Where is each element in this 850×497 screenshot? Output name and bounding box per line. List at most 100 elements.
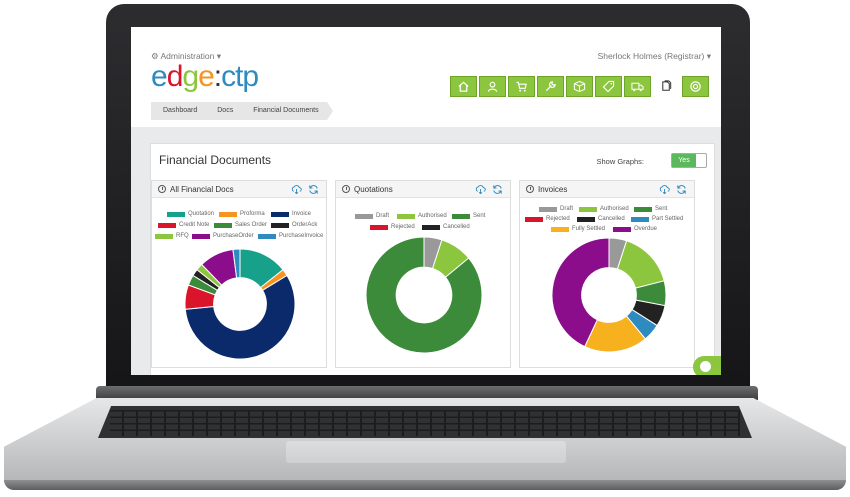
box-icon[interactable] xyxy=(566,76,593,97)
refresh-icon[interactable] xyxy=(676,184,687,195)
legend-item-draft[interactable]: Draft xyxy=(539,206,573,212)
legend-label: Cancelled xyxy=(443,224,470,230)
user-icon[interactable] xyxy=(479,76,506,97)
legend-label: Quotation xyxy=(188,211,215,217)
legend-swatch xyxy=(219,211,237,217)
legend-label: Draft xyxy=(560,206,574,212)
legend-item-rejected[interactable]: Rejected xyxy=(525,216,570,222)
legend-item-authorised[interactable]: Authorised xyxy=(579,206,629,212)
cloud-download-icon[interactable] xyxy=(291,184,302,195)
legend-swatch xyxy=(355,213,373,219)
clock-icon xyxy=(158,185,166,193)
logo-ctp: ctp xyxy=(221,60,259,93)
legend-item-purchaseinvoice[interactable]: PurchaseInvoice xyxy=(258,233,323,239)
legend-item-authorised[interactable]: Authorised xyxy=(397,213,447,219)
legend-swatch xyxy=(452,213,470,219)
clock-icon xyxy=(342,185,350,193)
legend-swatch xyxy=(158,222,176,228)
card-invoices: Invoices Draft Authorised Sent Rejected … xyxy=(519,180,695,368)
legend-label: Authorised xyxy=(600,206,629,212)
truck-icon[interactable] xyxy=(624,76,651,97)
legend-label: Overdue xyxy=(634,226,658,232)
refresh-icon[interactable] xyxy=(308,184,319,195)
keyboard-keys xyxy=(110,410,740,436)
legend-swatch xyxy=(634,206,652,212)
cart-icon[interactable] xyxy=(508,76,535,97)
legend-label: Sent xyxy=(655,206,668,212)
donut-chart-invoices xyxy=(551,237,667,353)
legend-item-invoice[interactable]: Invoice xyxy=(271,211,311,217)
wrench-icon[interactable] xyxy=(537,76,564,97)
legend-label: RFQ xyxy=(176,233,189,239)
donut-slice-overdue[interactable] xyxy=(551,237,610,348)
legend-swatch xyxy=(271,222,289,228)
legend-label: Fully Settled xyxy=(572,226,606,232)
logo-edge: edge xyxy=(151,60,215,93)
legend-item-draft[interactable]: Draft xyxy=(355,213,389,219)
legend-label: Authorised xyxy=(418,213,447,219)
legend-item-sales-order[interactable]: Sales Order xyxy=(214,222,267,228)
user-menu[interactable]: Sherlock Holmes (Registrar) ▾ xyxy=(597,51,711,61)
legend-item-part-settled[interactable]: Part Settled xyxy=(631,216,683,222)
breadcrumb-docs[interactable]: Docs xyxy=(205,102,248,120)
home-icon[interactable] xyxy=(450,76,477,97)
legend-label: Proforma xyxy=(240,211,265,217)
help-icon xyxy=(700,361,711,372)
legend-swatch xyxy=(271,211,289,217)
legend-label: Rejected xyxy=(546,216,570,222)
lifebuoy-icon[interactable] xyxy=(682,76,709,97)
user-label: Sherlock Holmes (Registrar) xyxy=(597,51,705,61)
legend-item-rfq[interactable]: RFQ xyxy=(155,233,189,239)
donut-slice-invoice[interactable] xyxy=(184,274,296,360)
legend-item-purchaseorder[interactable]: PurchaseOrder xyxy=(192,233,254,239)
legend-label: Part Settled xyxy=(652,216,684,222)
legend-item-fully-settled[interactable]: Fully Settled xyxy=(551,226,605,232)
documents-icon[interactable] xyxy=(653,76,680,97)
legend-item-quotation[interactable]: Quotation xyxy=(167,211,214,217)
legend-swatch xyxy=(579,206,597,212)
card-title: All Financial Docs xyxy=(170,185,234,194)
legend-swatch xyxy=(397,213,415,219)
refresh-icon[interactable] xyxy=(492,184,503,195)
card-header: Quotations xyxy=(336,181,510,198)
help-button[interactable] xyxy=(693,356,721,375)
legend-label: Cancelled xyxy=(598,216,625,222)
financial-documents-panel: Financial Documents Show Graphs: Yes All… xyxy=(150,143,715,375)
logo-separator: : xyxy=(213,60,222,93)
cloud-download-icon[interactable] xyxy=(475,184,486,195)
donut-slice-sent[interactable] xyxy=(365,236,483,354)
legend-item-overdue[interactable]: Overdue xyxy=(613,226,657,232)
breadcrumb-dashboard[interactable]: Dashboard xyxy=(151,102,212,120)
legend-item-proforma[interactable]: Proforma xyxy=(219,211,265,217)
legend-label: Credit Note xyxy=(179,222,210,228)
legend-swatch xyxy=(631,216,649,222)
legend-swatch xyxy=(525,216,543,222)
page-title: Financial Documents xyxy=(159,153,272,167)
administration-menu[interactable]: ⚙ Administration ▾ xyxy=(151,51,222,61)
app-logo[interactable]: edge:ctp xyxy=(151,60,259,94)
legend-swatch xyxy=(192,233,210,239)
legend-label: Sent xyxy=(473,213,486,219)
legend-item-sent[interactable]: Sent xyxy=(634,206,667,212)
cloud-download-icon[interactable] xyxy=(659,184,670,195)
legend-item-orderack[interactable]: OrderAck xyxy=(271,222,317,228)
legend-item-sent[interactable]: Sent xyxy=(452,213,485,219)
nav-toolbar xyxy=(450,76,709,97)
laptop-trackpad xyxy=(286,441,566,463)
show-graphs-toggle[interactable]: Yes xyxy=(671,153,707,168)
clock-icon xyxy=(526,185,534,193)
donut-slice-purchaseinvoice[interactable] xyxy=(232,248,241,279)
screen: ⚙ Administration ▾ Sherlock Holmes (Regi… xyxy=(131,27,721,375)
card-header: Invoices xyxy=(520,181,694,198)
legend-item-rejected[interactable]: Rejected xyxy=(370,224,415,230)
legend-item-cancelled[interactable]: Cancelled xyxy=(577,216,625,222)
card-title: Quotations xyxy=(354,185,393,194)
legend-item-credit-note[interactable]: Credit Note xyxy=(158,222,209,228)
tag-icon[interactable] xyxy=(595,76,622,97)
legend-item-cancelled[interactable]: Cancelled xyxy=(422,224,470,230)
donut-slice-authorised[interactable] xyxy=(616,240,665,289)
legend-swatch xyxy=(214,222,232,228)
legend-label: PurchaseOrder xyxy=(213,233,254,239)
laptop-hinge xyxy=(96,386,758,400)
donut-chart-all-financial-docs xyxy=(184,248,296,360)
